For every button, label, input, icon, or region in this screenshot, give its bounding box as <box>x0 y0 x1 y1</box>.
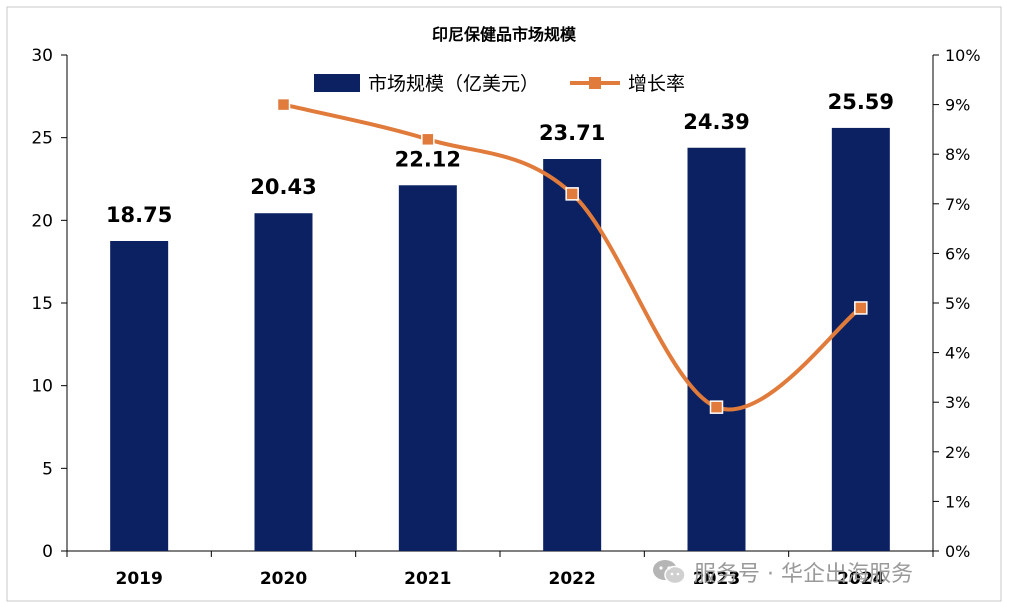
x-tick-label: 2021 <box>404 569 451 589</box>
legend-swatch-marker <box>589 77 601 89</box>
growth-rate-point <box>421 132 435 147</box>
bar-data-label: 25.59 <box>828 90 894 114</box>
y-right-tick-label: 5% <box>945 294 970 313</box>
x-tick-label: 2020 <box>260 569 307 589</box>
x-tick-label: 2023 <box>693 569 740 589</box>
bar-data-label: 20.43 <box>250 175 316 199</box>
y-left-tick-label: 25 <box>31 129 53 149</box>
y-right-tick-label: 3% <box>945 393 970 412</box>
bar-data-label: 22.12 <box>395 147 461 171</box>
y-right-tick-label: 10% <box>945 46 981 65</box>
wechat-icon <box>653 560 686 585</box>
y-left-tick-label: 5 <box>42 459 53 479</box>
watermark: 服务号 · 华企出海服务 <box>652 552 913 592</box>
x-tick-label: 2022 <box>549 569 596 589</box>
bar <box>687 147 746 551</box>
legend-label-line: 增长率 <box>628 73 685 95</box>
y-left-tick-label: 20 <box>31 211 53 231</box>
growth-rate-point <box>276 97 291 112</box>
bar <box>398 185 457 552</box>
growth-rate-line <box>281 102 863 412</box>
x-tick-label: 2019 <box>116 569 163 589</box>
bar <box>254 213 313 551</box>
growth-rate-point <box>709 400 724 414</box>
y-left-tick-label: 15 <box>31 294 53 314</box>
y-right-tick-label: 8% <box>945 145 970 164</box>
y-right-tick-label: 1% <box>945 492 970 511</box>
y-left-tick-label: 30 <box>31 46 53 66</box>
y-right-tick-label: 0% <box>945 542 970 561</box>
bar-data-label: 24.39 <box>683 110 749 134</box>
chart-frame <box>6 6 1002 602</box>
y-right-tick-label: 2% <box>945 443 970 462</box>
growth-rate-point <box>565 187 579 201</box>
legend-label-bar: 市场规模（亿美元） <box>368 73 539 95</box>
growth-rate-point <box>854 301 868 315</box>
bar-data-label: 23.71 <box>539 121 605 145</box>
y-left-tick-label: 10 <box>31 377 53 397</box>
y-right-tick-label: 9% <box>945 96 970 115</box>
y-left-tick-label: 0 <box>42 542 53 562</box>
y-right-tick-label: 6% <box>945 244 970 263</box>
bar <box>543 158 602 551</box>
y-right-tick-label: 4% <box>945 344 970 363</box>
legend-swatch-bar <box>314 74 360 92</box>
y-right-tick-label: 7% <box>945 195 970 214</box>
bar <box>831 127 890 552</box>
x-tick-label: 2024 <box>837 569 884 589</box>
bar-data-label: 18.75 <box>106 203 172 227</box>
bar <box>110 241 169 551</box>
watermark-text: 服务号 · 华企出海服务 <box>694 562 913 587</box>
chart-title: 印尼保健品市场规模 <box>432 25 577 44</box>
